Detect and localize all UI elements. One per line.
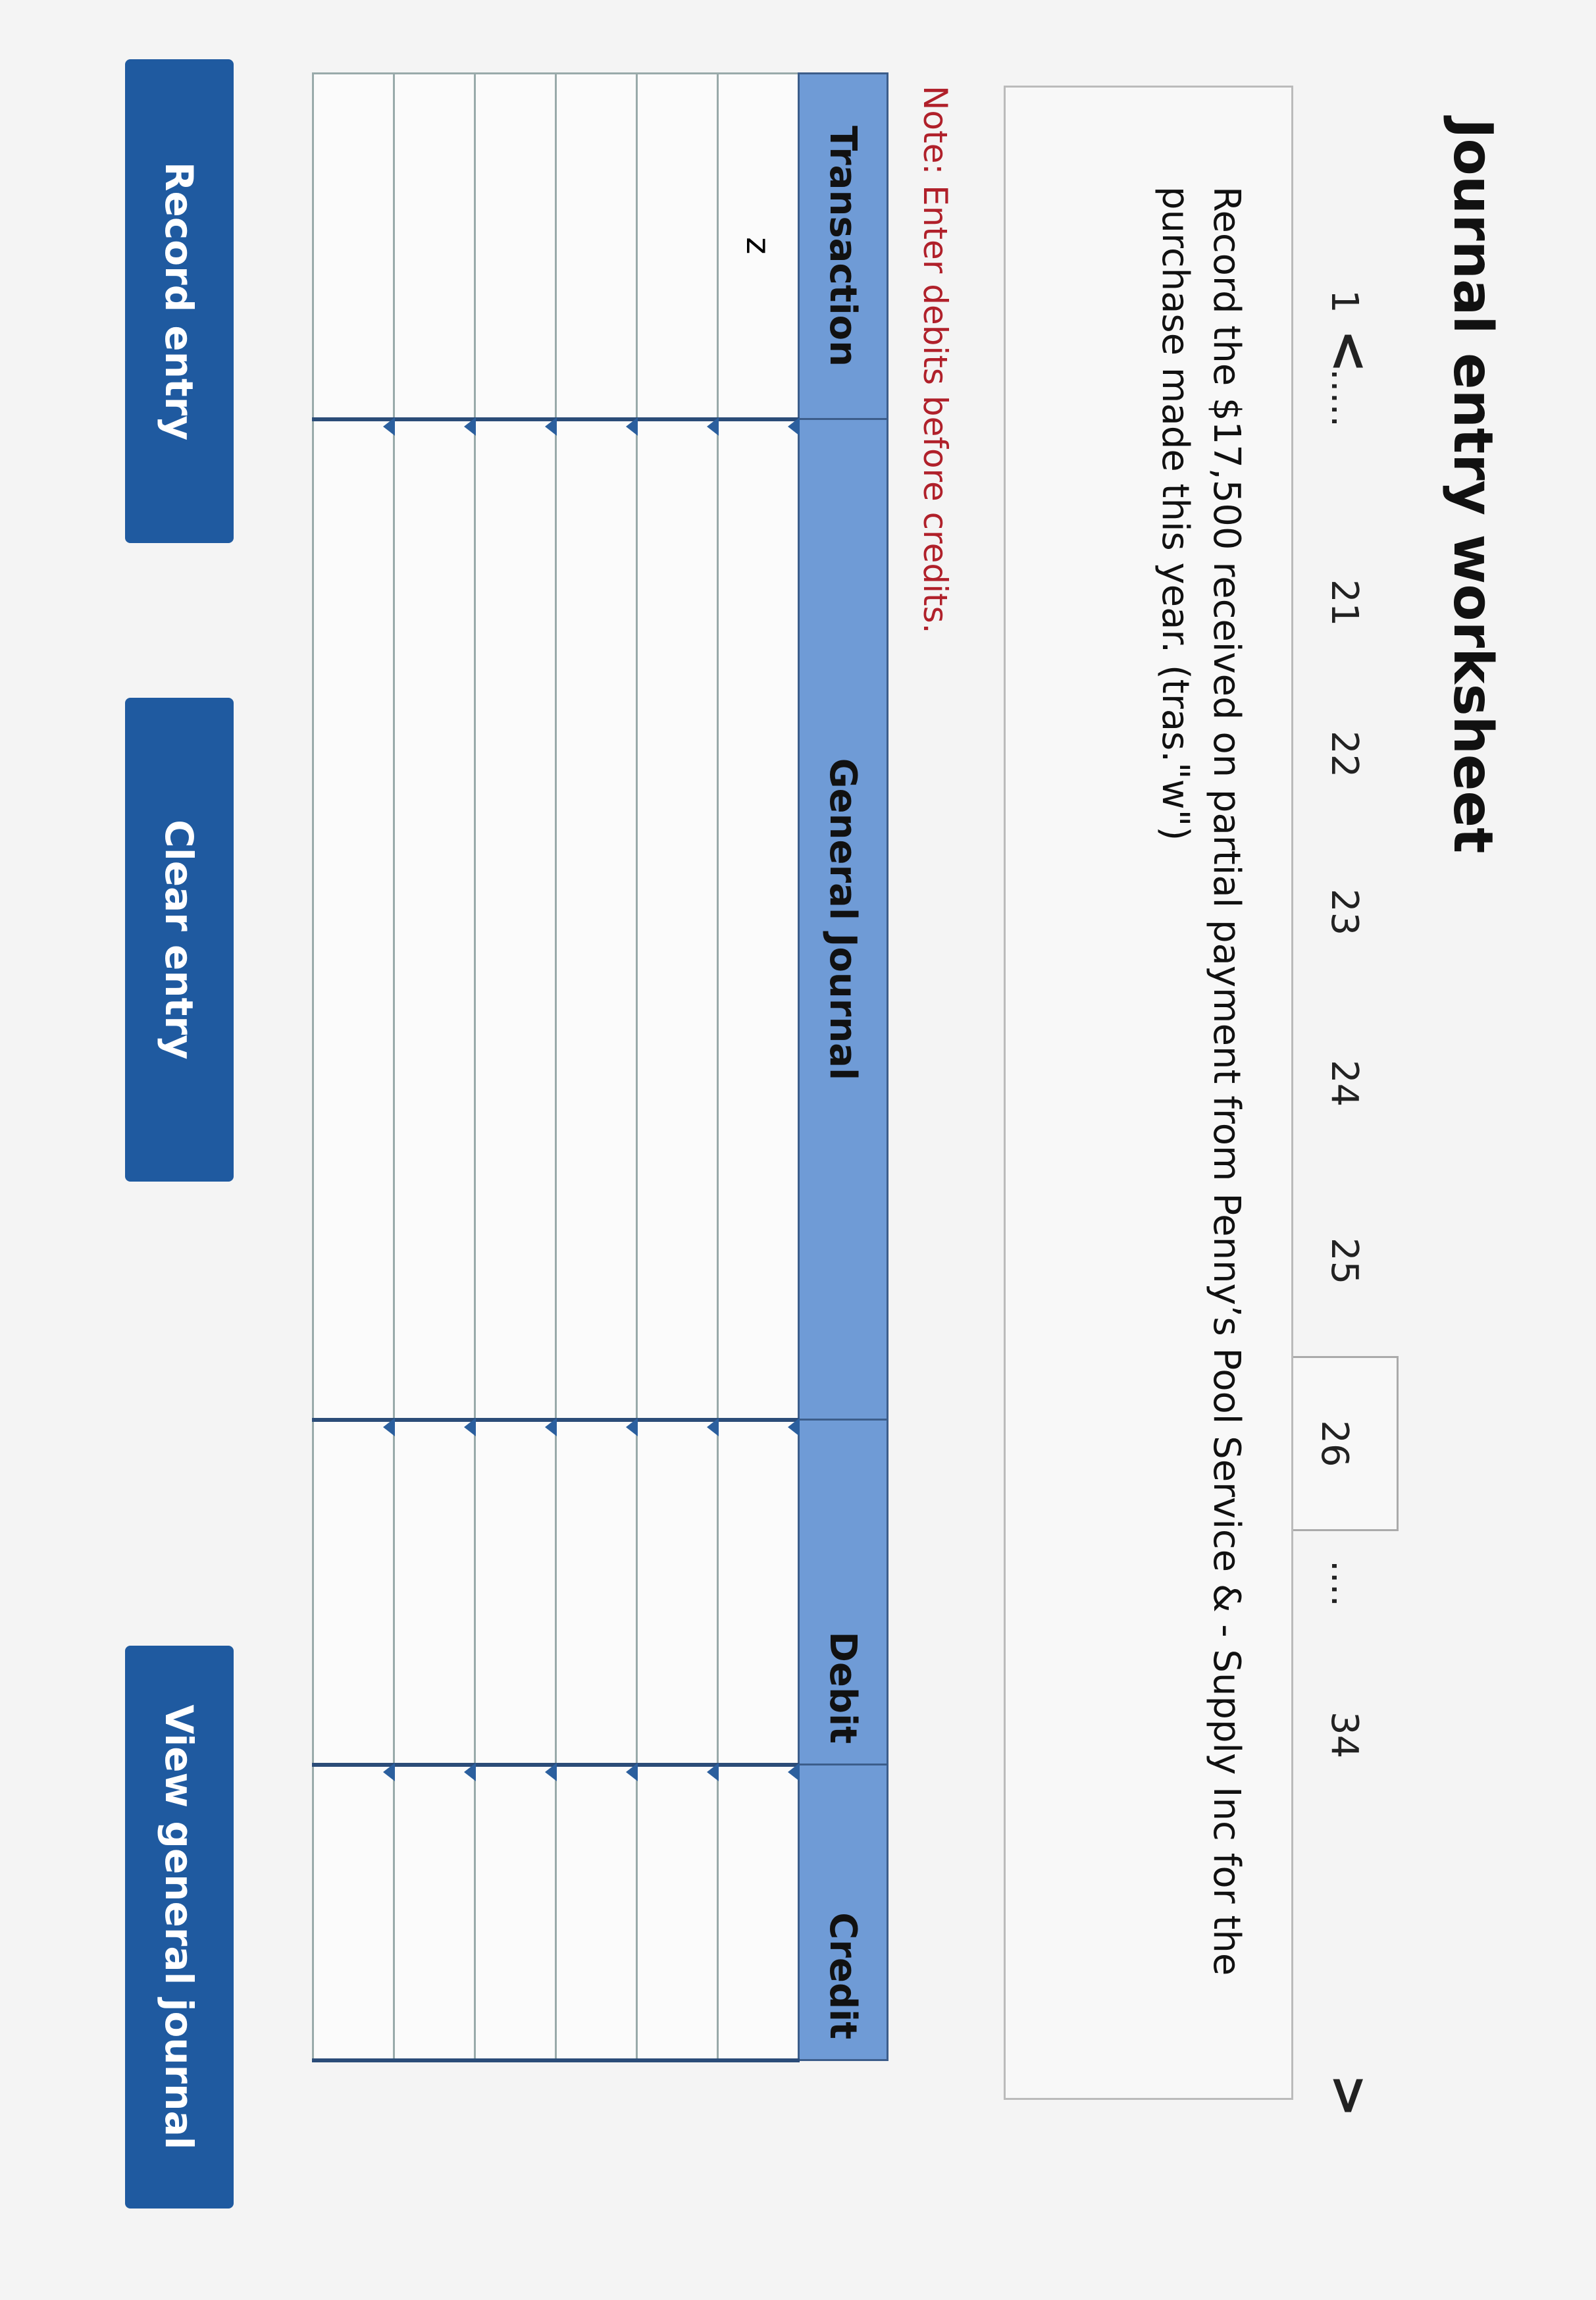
debit-cell[interactable] xyxy=(394,1419,475,1765)
transaction-cell[interactable] xyxy=(475,73,556,419)
credit-cell[interactable] xyxy=(475,1764,556,2060)
page-title: Journal entry worksheet xyxy=(1441,118,1504,854)
page-25[interactable]: 25 xyxy=(1323,1238,1366,1285)
header-transaction: Transaction xyxy=(798,73,888,419)
note-text: Note: Enter debits before credits. xyxy=(916,86,954,634)
header-debit: Debit xyxy=(798,1419,888,1765)
transaction-description: Record the $17,500 received on partial p… xyxy=(1004,86,1293,2100)
debit-cell[interactable] xyxy=(636,1419,718,1765)
account-cell[interactable] xyxy=(475,419,556,1420)
account-cell[interactable] xyxy=(717,419,799,1420)
transaction-cell[interactable]: z xyxy=(717,73,799,419)
header-credit: Credit xyxy=(798,1764,888,2060)
transaction-cell[interactable] xyxy=(394,73,475,419)
pagination: < 1 ..... 21 22 23 24 25 26 .... 34 > xyxy=(1287,0,1399,2300)
table-row: z xyxy=(717,73,799,2060)
debit-cell[interactable] xyxy=(313,1419,394,1765)
account-cell[interactable] xyxy=(313,419,394,1420)
debit-cell[interactable] xyxy=(475,1419,556,1765)
debit-cell[interactable] xyxy=(555,1419,637,1765)
table-row xyxy=(394,73,475,2060)
page-ellipsis: ..... xyxy=(1323,369,1366,428)
account-cell[interactable] xyxy=(636,419,718,1420)
page-1[interactable]: 1 xyxy=(1323,290,1366,313)
account-cell[interactable] xyxy=(394,419,475,1420)
transaction-cell[interactable] xyxy=(636,73,718,419)
view-general-journal-button[interactable]: View general journal xyxy=(125,1646,234,2209)
clear-entry-button[interactable]: Clear entry xyxy=(125,698,234,1182)
credit-cell[interactable] xyxy=(555,1764,637,2060)
table-row xyxy=(475,73,556,2060)
page-26-active[interactable]: 26 xyxy=(1291,1356,1399,1531)
credit-cell[interactable] xyxy=(717,1764,799,2060)
header-general-journal: General Journal xyxy=(798,419,888,1420)
credit-cell[interactable] xyxy=(313,1764,394,2060)
credit-cell[interactable] xyxy=(394,1764,475,2060)
page-23[interactable]: 23 xyxy=(1323,889,1366,936)
page-21[interactable]: 21 xyxy=(1323,579,1366,627)
page-24[interactable]: 24 xyxy=(1323,1060,1366,1107)
page-34[interactable]: 34 xyxy=(1323,1712,1366,1759)
transaction-cell[interactable] xyxy=(555,73,637,419)
table-row xyxy=(636,73,718,2060)
credit-cell[interactable] xyxy=(636,1764,718,2060)
record-entry-button[interactable]: Record entry xyxy=(125,59,234,543)
next-page-button[interactable]: > xyxy=(1319,2074,1380,2118)
account-cell[interactable] xyxy=(555,419,637,1420)
table-row xyxy=(313,73,394,2060)
debit-cell[interactable] xyxy=(717,1419,799,1765)
page-ellipsis-2: .... xyxy=(1323,1560,1366,1607)
table-row xyxy=(555,73,637,2060)
prev-page-button[interactable]: < xyxy=(1319,329,1380,374)
journal-table: Transaction General Journal Debit Credit… xyxy=(312,72,888,2062)
page-22[interactable]: 22 xyxy=(1323,731,1366,778)
transaction-cell[interactable] xyxy=(313,73,394,419)
